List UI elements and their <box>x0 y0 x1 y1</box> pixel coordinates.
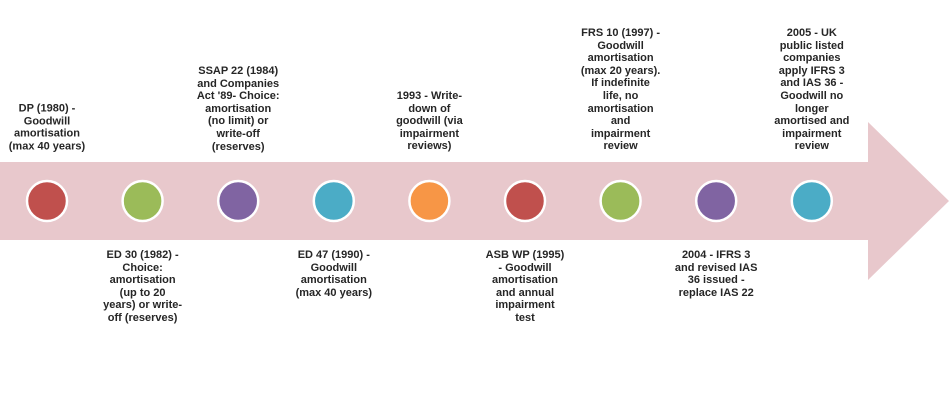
timeline-arrow <box>0 122 949 280</box>
timeline-label-1: DP (1980) - Goodwill amortisation (max 4… <box>8 102 86 153</box>
timeline-node-7 <box>599 179 642 223</box>
timeline-label-6: ASB WP (1995) - Goodwill amortisation an… <box>485 249 565 324</box>
timeline-label-4: ED 47 (1990) - Goodwill amortisation (ma… <box>295 249 373 299</box>
timeline-node-4 <box>312 179 356 223</box>
timeline-label-7: FRS 10 (1997) - Goodwill amortisation (m… <box>580 27 661 153</box>
timeline-label-8: 2004 - IFRS 3 and revised IAS 36 issued … <box>674 249 758 299</box>
timeline-node-9 <box>790 179 834 223</box>
timeline-label-2: ED 30 (1982) - Choice: amortisation (up … <box>103 249 183 324</box>
timeline-node-8 <box>694 179 738 223</box>
timeline-label-3: SSAP 22 (1984) and Companies Act '89- Ch… <box>196 64 280 153</box>
timeline-label-9: 2005 - UK public listed companies apply … <box>774 27 850 153</box>
timeline-node-1 <box>25 179 69 223</box>
timeline-node-6 <box>503 179 547 223</box>
timeline-node-3 <box>216 179 260 223</box>
timeline-node-2 <box>121 179 164 223</box>
timeline-node-5 <box>408 179 451 223</box>
timeline-label-5: 1993 - Write- down of goodwill (via impa… <box>396 90 463 153</box>
